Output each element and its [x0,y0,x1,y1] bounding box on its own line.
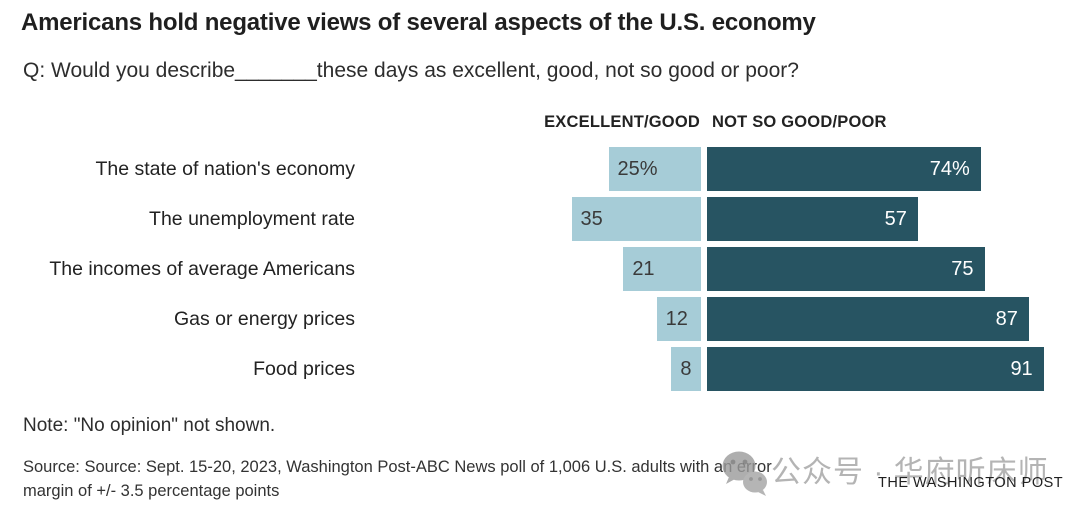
wechat-icon [719,448,771,507]
category-label: Gas or energy prices [174,308,355,330]
bar-excellent-good: 21 [623,247,701,291]
chart-row-gas-energy: Gas or energy prices 12 87 [0,297,1080,341]
bar-value-label: 91 [1010,358,1033,380]
chart-source: Source: Source: Sept. 15-20, 2023, Washi… [23,455,772,503]
category-label: The unemployment rate [149,208,355,230]
bar-value-label: 35 [580,208,603,230]
bar-value-label: 87 [995,308,1018,330]
bar-not-so-good-poor: 75 [707,247,985,291]
bar-value-label: 74% [929,158,970,180]
source-line-2: margin of +/- 3.5 percentage points [23,482,280,500]
chart-row-food-prices: Food prices 8 91 [0,347,1080,391]
chart-question-subtitle: Q: Would you describe_______these days a… [23,59,799,82]
chart-row-unemployment: The unemployment rate 35 57 [0,197,1080,241]
watermark-text: 公众号 · 华府听床师 [771,456,1049,489]
category-label: The state of nation's economy [95,158,355,180]
bar-value-label: 21 [632,258,655,280]
category-label: The incomes of average Americans [49,258,355,280]
bar-not-so-good-poor: 87 [707,297,1029,341]
source-line-1: Source: Source: Sept. 15-20, 2023, Washi… [23,458,772,476]
bar-not-so-good-poor: 57 [707,197,918,241]
washington-post-wordmark: THE WASHINGTON POST [878,475,1064,491]
bar-excellent-good: 12 [656,297,701,341]
chart-row-economy: The state of nation's economy 25% 74% [0,147,1080,191]
bar-not-so-good-poor: 91 [707,347,1044,391]
bar-not-so-good-poor: 74% [707,147,981,191]
bar-excellent-good: 25% [608,147,701,191]
chart-note: Note: "No opinion" not shown. [23,415,276,436]
chart-title: Americans hold negative views of several… [21,9,816,36]
column-header-excellent-good: EXCELLENT/GOOD [544,113,700,131]
bar-value-label: 57 [884,208,907,230]
category-label: Food prices [253,358,355,380]
bar-value-label: 8 [680,358,692,380]
bar-value-label: 75 [951,258,974,280]
bar-value-label: 25% [617,158,658,180]
bar-chart: The state of nation's economy 25% 74% Th… [0,147,1080,397]
bar-excellent-good: 35 [571,197,701,241]
column-header-not-so-good-poor: NOT SO GOOD/POOR [712,113,887,131]
chart-row-incomes: The incomes of average Americans 21 75 [0,247,1080,291]
bar-excellent-good: 8 [671,347,701,391]
bar-value-label: 12 [665,308,688,330]
